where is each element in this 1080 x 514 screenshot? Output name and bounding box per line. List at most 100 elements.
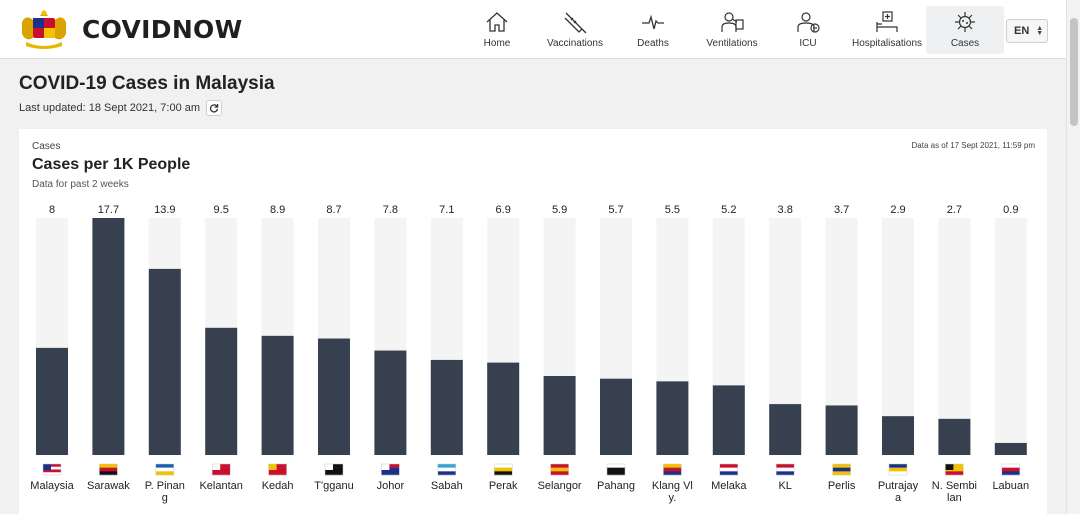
flag-stripe <box>776 464 795 468</box>
flag-border <box>324 463 344 476</box>
flag-stripe <box>212 464 231 468</box>
value-label: 7.8 <box>383 204 398 216</box>
bar[interactable] <box>92 218 125 455</box>
bar[interactable] <box>600 378 632 455</box>
flag-stripe <box>1001 471 1020 476</box>
top-navbar: COVIDNOW Home Vaccinations Deaths Ventil… <box>0 0 1066 59</box>
flag-stripe <box>945 471 964 476</box>
bar[interactable] <box>712 385 745 455</box>
value-label: 2.9 <box>890 204 905 216</box>
page-title: COVID-19 Cases in Malaysia <box>19 73 275 94</box>
category-label: a <box>895 492 902 504</box>
flag-border <box>437 463 457 476</box>
brand[interactable]: COVIDNOW <box>18 8 242 50</box>
flag-stripe <box>1001 467 1020 472</box>
value-label: 3.8 <box>778 204 793 216</box>
value-label: 8.9 <box>270 204 285 216</box>
bar[interactable] <box>994 442 1027 455</box>
flag-canton <box>212 464 221 470</box>
flag-stripe <box>889 464 907 468</box>
last-updated-text: Last updated: 18 Sept 2021, 7:00 am <box>19 102 201 114</box>
nav-hospitalisations[interactable]: Hospitalisations <box>848 6 926 54</box>
category-label: Perlis <box>828 480 856 492</box>
data-as-of: Data as of 17 Sept 2021, 11:59 pm <box>911 141 1036 150</box>
flag-stripe <box>889 471 907 476</box>
flag-stripe <box>268 467 287 472</box>
category-label: Putrajay <box>878 480 919 492</box>
category-label: P. Pinan <box>145 480 185 492</box>
flag-stripe <box>550 467 569 472</box>
refresh-icon <box>209 104 219 113</box>
scrollbar-thumb[interactable] <box>1070 18 1078 126</box>
flag-stripe <box>945 464 964 468</box>
nav-deaths[interactable]: Deaths <box>630 6 676 54</box>
flag-stripe <box>776 467 795 472</box>
value-label: 0.9 <box>1003 204 1018 216</box>
value-label: 7.1 <box>439 204 454 216</box>
bar[interactable] <box>148 268 181 455</box>
flag-stripe <box>325 467 343 472</box>
bar[interactable] <box>656 381 689 455</box>
flag-border <box>493 463 513 476</box>
flag-stripe <box>268 471 287 476</box>
bar[interactable] <box>769 404 802 455</box>
flag-stripe <box>945 467 964 472</box>
bar[interactable] <box>430 359 463 455</box>
flag-stripe <box>381 464 400 468</box>
last-updated: Last updated: 18 Sept 2021, 7:00 am <box>19 100 223 116</box>
flag-stripe <box>43 469 61 473</box>
flag-border <box>888 463 908 476</box>
flag-border <box>268 463 287 476</box>
flag-border <box>775 463 795 476</box>
bar[interactable] <box>882 416 914 455</box>
flag-border <box>945 463 964 476</box>
value-label: 5.2 <box>721 204 736 216</box>
flag-border <box>381 463 400 476</box>
value-label: 5.9 <box>552 204 567 216</box>
value-label: 13.9 <box>154 204 175 216</box>
bar[interactable] <box>543 376 576 455</box>
flag-stripe <box>43 466 61 470</box>
refresh-button[interactable] <box>206 100 223 116</box>
category-label: Selangor <box>538 480 582 492</box>
bar[interactable] <box>938 418 971 455</box>
hospital-bed-icon <box>876 11 898 32</box>
flag-stripe <box>719 464 738 468</box>
nav-ventilations[interactable]: Ventilations <box>700 6 764 54</box>
nav-icu[interactable]: ICU <box>790 6 826 54</box>
ventilator-icon <box>721 12 744 32</box>
bar[interactable] <box>487 362 520 455</box>
nav-cases[interactable]: Cases <box>926 6 1004 54</box>
flag-stripe <box>212 467 231 472</box>
value-label: 17.7 <box>98 204 119 216</box>
flag-stripe <box>325 471 343 476</box>
bar[interactable] <box>261 335 294 455</box>
flag-stripe <box>607 471 625 476</box>
flag-stripe <box>494 467 513 472</box>
flag-stripe <box>99 467 118 472</box>
flag-canton <box>381 464 390 470</box>
bar[interactable] <box>205 327 238 455</box>
flag-border <box>550 463 569 476</box>
category-label: lan <box>947 492 962 504</box>
nav-vaccinations[interactable]: Vaccinations <box>540 6 610 54</box>
bar[interactable] <box>374 350 407 455</box>
value-label: 5.7 <box>608 204 623 216</box>
select-caret-icon: ▲ ▼ <box>1036 25 1044 37</box>
category-label: y. <box>669 492 677 504</box>
flag-stripe <box>43 472 61 476</box>
bar[interactable] <box>36 347 68 455</box>
flag-stripe <box>437 471 456 476</box>
language-select[interactable]: EN ▲ ▼ <box>1006 19 1048 43</box>
category-label: Malaysia <box>30 480 74 492</box>
bar[interactable] <box>825 405 858 455</box>
flag-stripe <box>155 471 174 476</box>
page-scrollbar[interactable] <box>1066 0 1080 514</box>
value-label: 5.5 <box>665 204 680 216</box>
category-label: Kedah <box>262 480 294 492</box>
flag-stripe <box>494 464 513 468</box>
flag-border <box>99 463 118 476</box>
flag-stripe <box>381 471 400 476</box>
nav-home[interactable]: Home <box>476 6 518 54</box>
bar[interactable] <box>318 338 350 455</box>
